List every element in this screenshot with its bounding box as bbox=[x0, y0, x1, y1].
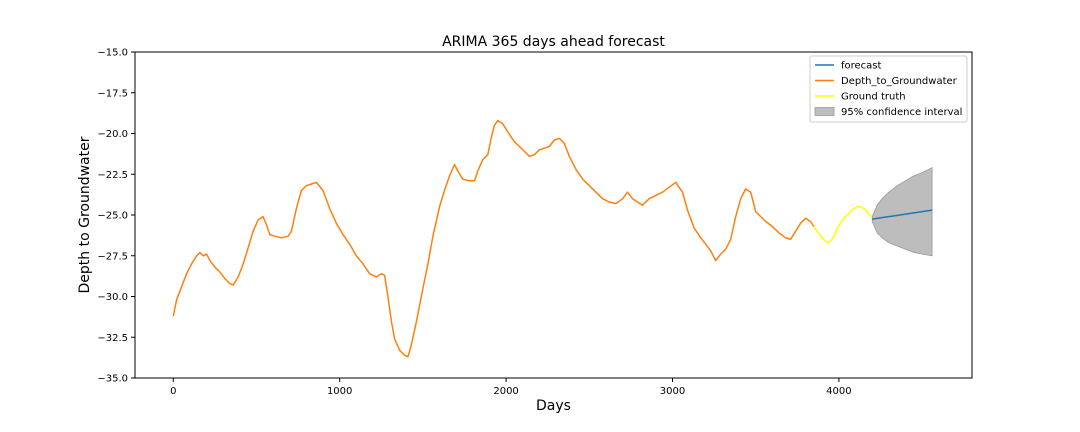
y-tick-label: −27.5 bbox=[97, 251, 128, 262]
x-tick-label: 4000 bbox=[826, 386, 851, 397]
legend-swatch-95-confidence-interval bbox=[814, 107, 835, 116]
x-axis-ticks: 0 1000 2000 3000 4000 bbox=[170, 378, 852, 397]
legend-label-ground-truth: Ground truth bbox=[841, 92, 906, 103]
y-tick-label: −32.5 bbox=[97, 333, 128, 344]
x-tick-label: 1000 bbox=[327, 386, 352, 397]
series-line-layer bbox=[172, 119, 933, 358]
y-tick-label: −17.5 bbox=[97, 88, 128, 99]
y-axis-ticks: −35.0 −32.5 −30.0 −27.5 −25.0 −22.5 −20.0 −17.5… bbox=[97, 48, 135, 385]
series-line-depth-to-groundwater bbox=[172, 119, 815, 358]
chart-title: ARIMA 365 days ahead forecast bbox=[442, 34, 665, 50]
y-tick-label: −30.0 bbox=[97, 292, 128, 303]
confidence-interval-band bbox=[871, 167, 933, 257]
x-axis-label: Days bbox=[536, 398, 571, 414]
y-tick-label: −22.5 bbox=[97, 170, 128, 181]
x-tick-label: 0 bbox=[170, 386, 176, 397]
series-line-ground-truth bbox=[813, 206, 872, 244]
legend-frame bbox=[809, 55, 968, 123]
x-tick-label: 2000 bbox=[493, 386, 518, 397]
legend: forecast Depth_to_Groundwater Ground truth… bbox=[809, 55, 968, 123]
x-tick-label: 3000 bbox=[660, 386, 685, 397]
y-tick-label: −35.0 bbox=[97, 374, 128, 385]
y-tick-label: −25.0 bbox=[97, 211, 128, 222]
legend-label-depth-to-groundwater: Depth_to_Groundwater bbox=[841, 76, 958, 87]
y-axis-label: Depth to Groundwater bbox=[77, 136, 93, 293]
confidence-interval-layer bbox=[871, 167, 933, 257]
legend-label-95-confidence-interval: 95% confidence interval bbox=[841, 107, 962, 118]
y-tick-label: −20.0 bbox=[97, 129, 128, 140]
series-line-forecast bbox=[872, 209, 933, 220]
legend-label-forecast: forecast bbox=[841, 61, 882, 72]
y-tick-label: −15.0 bbox=[97, 48, 128, 59]
